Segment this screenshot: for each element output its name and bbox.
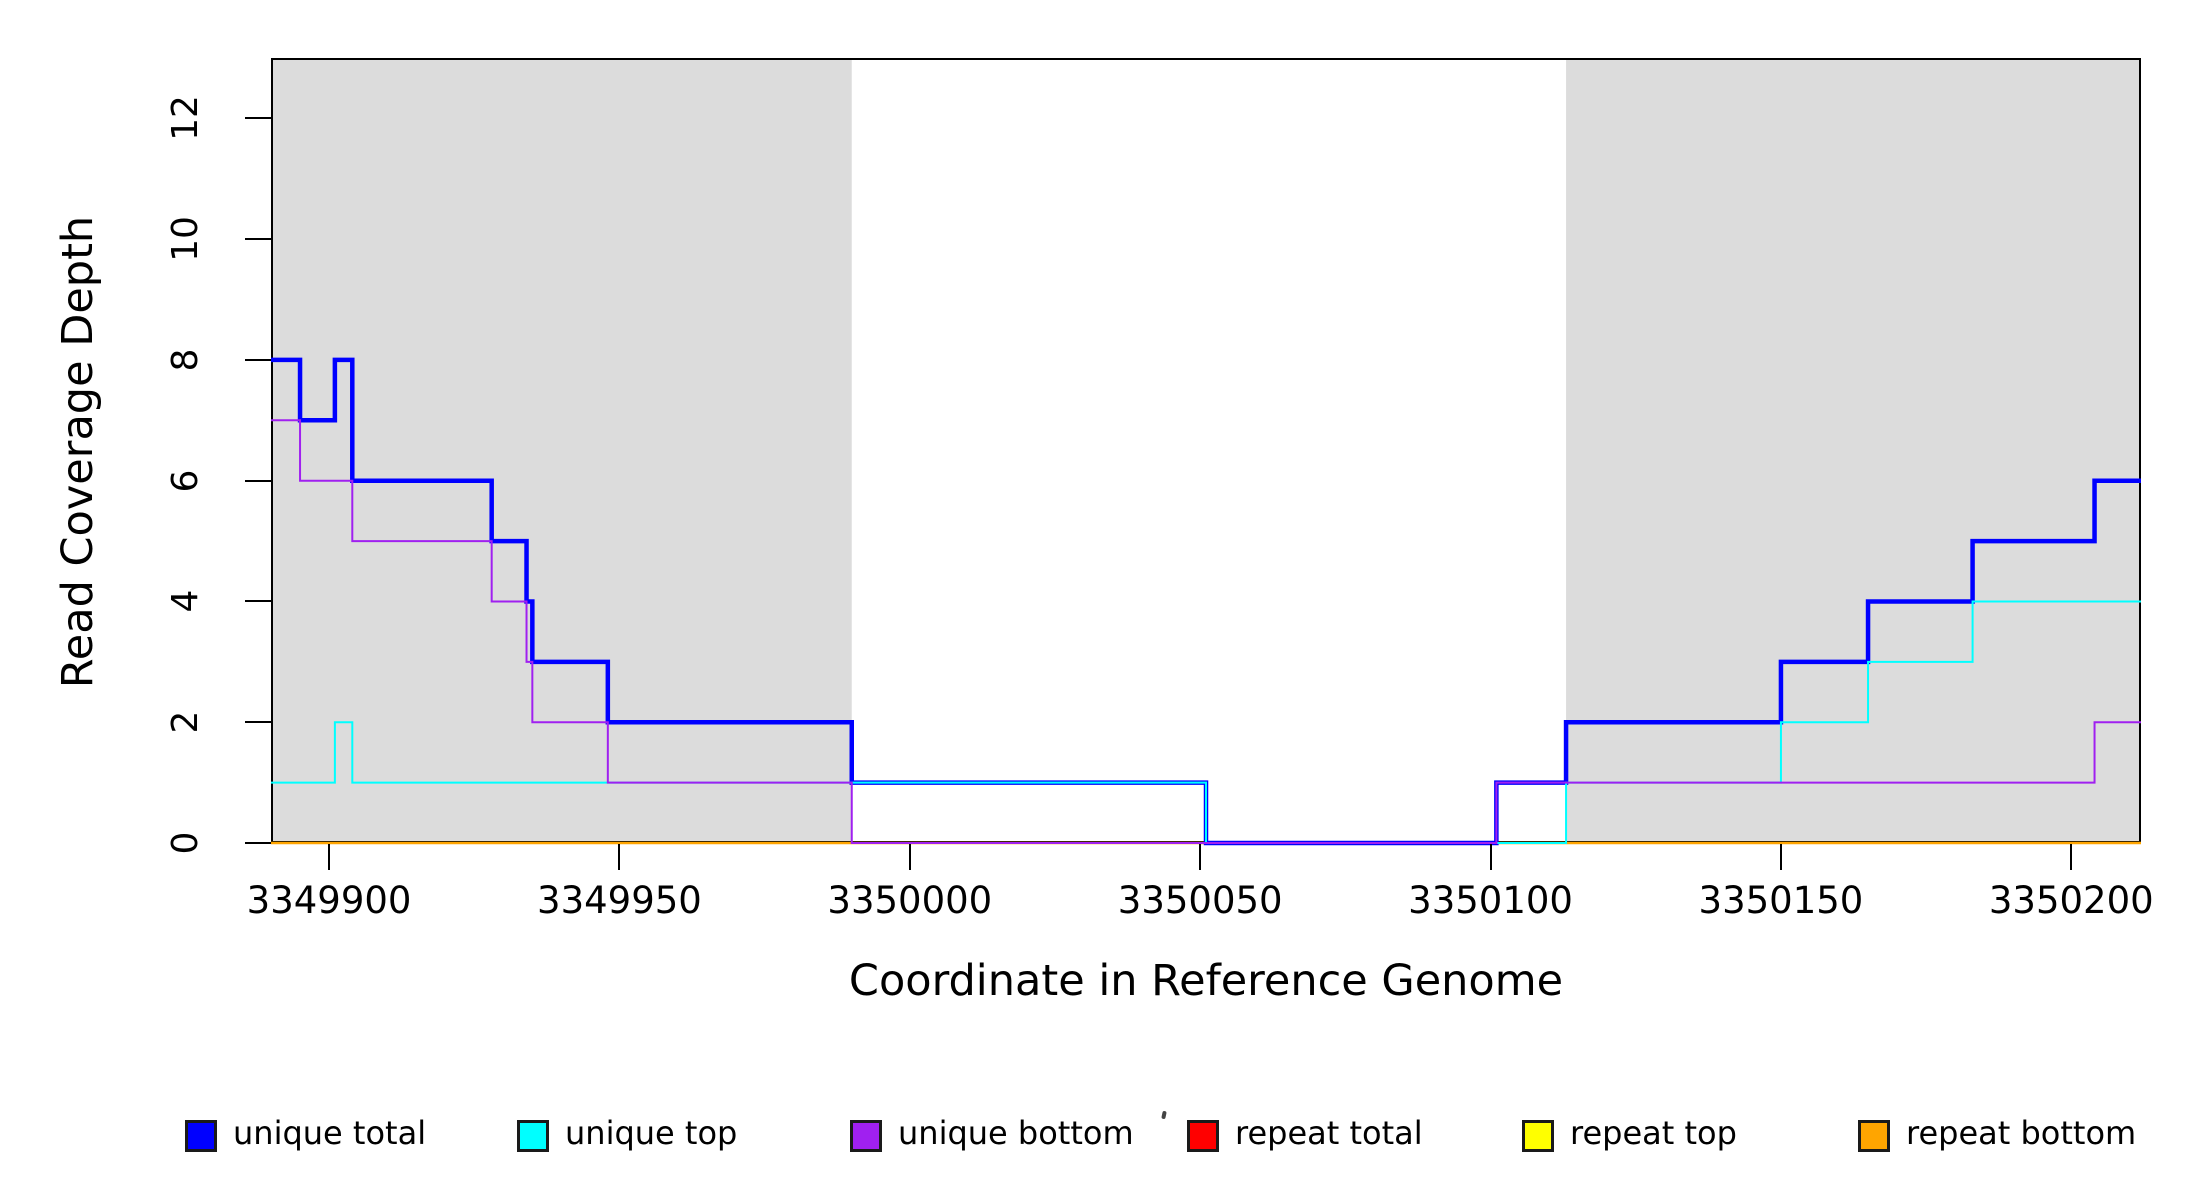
x-tick-label: 3350150	[1698, 879, 1864, 922]
x-tick-mark	[328, 844, 331, 870]
legend-label: unique total	[233, 1114, 427, 1152]
x-tick-label: 3350200	[1988, 879, 2154, 922]
y-tick-label: 0	[165, 831, 206, 855]
legend-swatch-icon	[1858, 1120, 1890, 1152]
x-tick-mark	[618, 844, 621, 870]
legend-swatch-icon	[850, 1120, 882, 1152]
legend-label: unique top	[565, 1114, 738, 1152]
x-tick-label: 3349950	[537, 879, 702, 922]
y-tick-mark	[245, 721, 271, 724]
x-tick-mark	[1779, 844, 1782, 870]
y-tick-label: 10	[165, 216, 206, 263]
series-line-unique-bottom	[271, 419, 2141, 844]
x-tick-mark	[1489, 844, 1492, 870]
legend-label: unique bottom	[898, 1114, 1134, 1152]
repeat-region-band-left	[271, 58, 852, 843]
y-axis-title: Read Coverage Depth	[53, 215, 103, 689]
y-tick-mark	[245, 479, 271, 482]
plot-canvas	[271, 58, 2141, 846]
x-tick-label: 3350000	[827, 879, 993, 922]
y-tick-mark	[245, 600, 271, 603]
x-tick-label: 3350100	[1408, 879, 1573, 922]
y-tick-label: 2	[165, 710, 206, 734]
y-tick-label: 8	[165, 348, 206, 372]
x-tick-mark	[2070, 844, 2073, 870]
repeat-region-band-right	[1566, 58, 2141, 843]
x-axis-title: Coordinate in Reference Genome	[848, 956, 1564, 1006]
x-tick-label: 3350050	[1117, 879, 1283, 922]
y-tick-mark	[245, 117, 271, 120]
y-tick-mark	[245, 842, 271, 844]
legend-swatch-icon	[1187, 1120, 1219, 1152]
y-tick-label: 12	[165, 95, 206, 142]
legend-swatch-icon	[1522, 1120, 1554, 1152]
y-tick-label: 6	[165, 469, 206, 493]
legend-swatch-icon	[185, 1120, 217, 1152]
legend-label: repeat total	[1235, 1114, 1423, 1152]
legend-swatch-icon	[517, 1120, 549, 1152]
x-tick-mark	[908, 844, 911, 870]
y-tick-mark	[245, 358, 271, 361]
legend: unique total unique top unique bottom repea…	[0, 1100, 2200, 1170]
y-tick-label: 4	[165, 590, 206, 613]
plot-area	[271, 58, 2141, 846]
legend-label: repeat bottom	[1906, 1114, 2137, 1152]
y-tick-mark	[245, 238, 271, 241]
series-line-unique-top	[271, 600, 2141, 844]
x-tick-mark	[1199, 844, 1202, 870]
legend-label: repeat top	[1570, 1114, 1737, 1152]
x-tick-label: 3349900	[246, 879, 412, 922]
series-line-unique-total	[271, 357, 2141, 846]
